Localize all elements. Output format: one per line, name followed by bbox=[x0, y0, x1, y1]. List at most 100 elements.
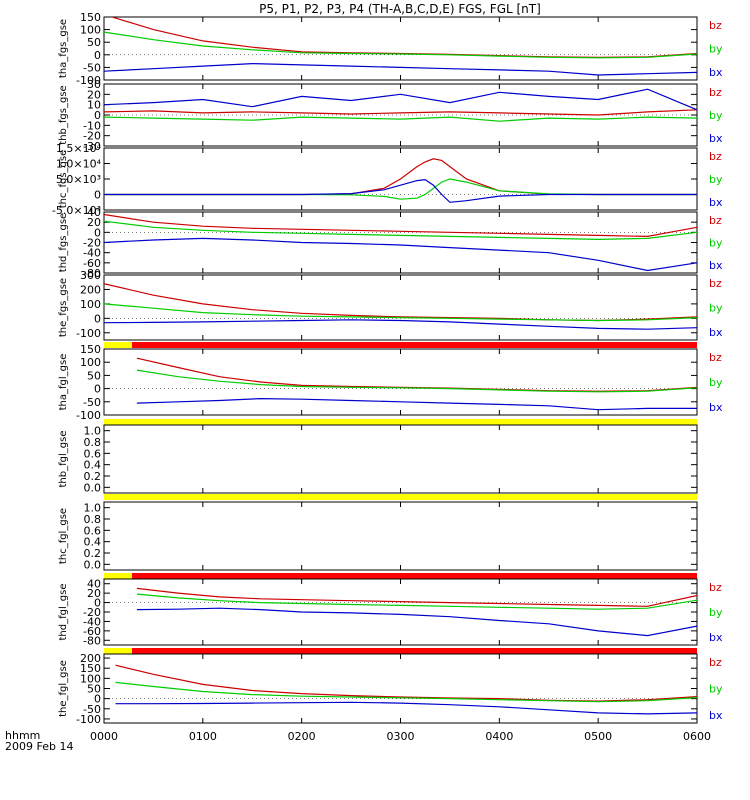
y-tick-label: 0.0 bbox=[84, 481, 102, 494]
x-tick-label: 0600 bbox=[683, 730, 711, 743]
series-line-bx bbox=[104, 62, 697, 76]
y-tick-label: -20 bbox=[83, 237, 101, 250]
y-tick-label: -100 bbox=[76, 327, 101, 340]
y-tick-label: 30 bbox=[87, 78, 101, 91]
series-line-bx bbox=[136, 607, 697, 637]
legend-by: by bbox=[709, 43, 723, 56]
legend-bz: bz bbox=[709, 656, 722, 669]
legend-bx: bx bbox=[709, 631, 723, 644]
y-tick-label: 0.0 bbox=[84, 558, 102, 571]
y-tick-label: -10 bbox=[83, 119, 101, 132]
panel-thc_fgl_gse: 0.00.20.40.60.81.0 thc_fgl_gse bbox=[58, 501, 698, 579]
series-line-by bbox=[104, 303, 697, 322]
y-tick-label: 50 bbox=[87, 683, 101, 696]
y-axis-label: thb_fgl_gse bbox=[58, 431, 69, 488]
y-axis-label: thd_fgl_gse bbox=[58, 584, 69, 641]
y-tick-label: -20 bbox=[83, 130, 101, 143]
y-tick-label: -5.0×10³ bbox=[52, 204, 101, 217]
y-tick-label: 1.0 bbox=[84, 425, 102, 438]
series-line-bx bbox=[115, 701, 697, 715]
series-line-bz bbox=[104, 109, 697, 116]
panel-frame bbox=[103, 578, 698, 646]
legend-by: by bbox=[709, 302, 723, 315]
y-tick-label: 1.5×10⁴ bbox=[56, 142, 102, 155]
x-tick-labels: 0000 0100 0200 0300 0400 0500 0600 bbox=[90, 730, 711, 743]
y-tick-label: -50 bbox=[83, 703, 101, 716]
y-tick-label: -20 bbox=[83, 606, 101, 619]
series-line-bx bbox=[104, 88, 697, 111]
series-line-bz bbox=[136, 357, 697, 392]
legend-bz: bz bbox=[709, 86, 722, 99]
y-tick-label: -60 bbox=[83, 625, 101, 638]
series-line-bz bbox=[115, 664, 697, 702]
legend-bx: bx bbox=[709, 259, 723, 272]
y-tick-label: 200 bbox=[80, 652, 101, 665]
y-tick-label: -100 bbox=[76, 409, 101, 422]
status-bar-yellow bbox=[104, 648, 133, 654]
panel-frame bbox=[103, 211, 698, 274]
y-tick-label: 40 bbox=[87, 578, 101, 591]
y-axis-label: thc_fgs_gse bbox=[58, 150, 69, 209]
plot-title: P5, P1, P2, P3, P4 (TH-A,B,C,D,E) FGS, F… bbox=[259, 2, 541, 16]
y-tick-label: 50 bbox=[87, 36, 101, 49]
legend-by: by bbox=[709, 376, 723, 389]
y-tick-label: 0.4 bbox=[84, 459, 102, 472]
y-tick-label: -80 bbox=[83, 267, 101, 280]
legend-bx: bx bbox=[709, 66, 723, 79]
legend-by: by bbox=[709, 173, 723, 186]
legend-bx: bx bbox=[709, 132, 723, 145]
legend-bz: bz bbox=[709, 351, 722, 364]
y-tick-label: 20 bbox=[87, 216, 101, 229]
y-axis-label: thc_fgl_gse bbox=[58, 508, 69, 564]
x-tick-label: 0000 bbox=[90, 730, 118, 743]
y-tick-label: 0 bbox=[94, 189, 101, 202]
y-tick-label: 40 bbox=[87, 206, 101, 219]
legend-bz: bz bbox=[709, 19, 722, 32]
series-line-bz bbox=[104, 158, 697, 196]
y-tick-label: -50 bbox=[83, 61, 101, 74]
y-axis-label: the_fgl_gse bbox=[58, 660, 69, 717]
y-tick-label: 0 bbox=[94, 49, 101, 62]
y-tick-label: -60 bbox=[83, 257, 101, 270]
y-tick-label: 0.2 bbox=[84, 470, 102, 483]
y-tick-label: 0.6 bbox=[84, 524, 102, 537]
panel-frame bbox=[103, 424, 698, 494]
panel-frame bbox=[103, 16, 698, 81]
series-line-by bbox=[104, 116, 697, 122]
status-bar-yellow bbox=[104, 494, 697, 500]
series-line-bx bbox=[104, 237, 697, 272]
legend-by: by bbox=[709, 237, 723, 250]
series-line-by bbox=[104, 178, 697, 200]
y-tick-label: 0.6 bbox=[84, 447, 102, 460]
series-line-bz bbox=[104, 283, 697, 322]
legend-bx: bx bbox=[709, 326, 723, 339]
x-tick-label: 0100 bbox=[189, 730, 217, 743]
status-bar-yellow bbox=[104, 342, 133, 348]
legend-by: by bbox=[709, 109, 723, 122]
y-tick-label: 1.0 bbox=[84, 502, 102, 515]
y-tick-label: 300 bbox=[80, 269, 101, 282]
legend-bz: bz bbox=[709, 150, 722, 163]
y-tick-label: 0 bbox=[94, 693, 101, 706]
y-tick-label: 0 bbox=[94, 109, 101, 122]
y-tick-label: 5.0×10³ bbox=[56, 173, 101, 186]
series-line-bx bbox=[136, 397, 697, 411]
y-tick-label: 150 bbox=[80, 11, 101, 24]
legend-by: by bbox=[709, 683, 723, 696]
y-tick-label: -80 bbox=[83, 634, 101, 647]
y-tick-label: 0.4 bbox=[84, 536, 102, 549]
y-axis-label: tha_fgl_gse bbox=[58, 354, 69, 411]
series-line-bx bbox=[104, 319, 697, 330]
y-tick-label: -30 bbox=[83, 140, 101, 153]
legend-bz: bz bbox=[709, 277, 722, 290]
series-line-by bbox=[115, 681, 697, 703]
y-tick-label: 50 bbox=[87, 369, 101, 382]
y-tick-label: -40 bbox=[83, 247, 101, 260]
panel-thc_fgs_gse: -5.0×10³ 0 5.0×10³ 1.0×10⁴ 1.5×10⁴thc_fgs_gs… bbox=[52, 142, 723, 217]
